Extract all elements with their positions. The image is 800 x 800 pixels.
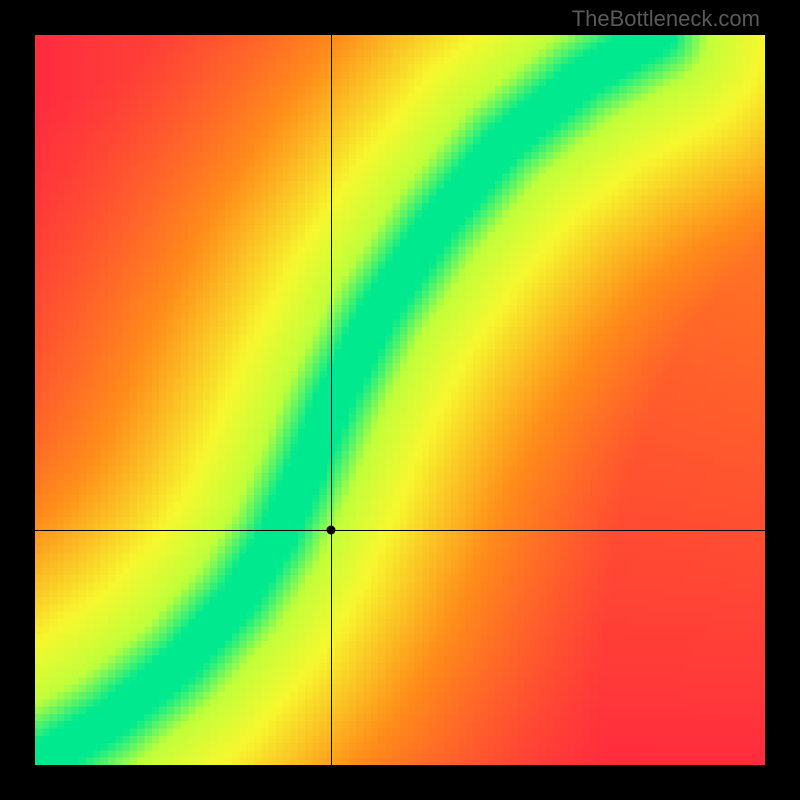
marker-dot [326,525,335,534]
plot-area [35,35,765,765]
heatmap-canvas [35,35,765,765]
crosshair-horizontal [35,530,765,531]
watermark-text: TheBottleneck.com [572,6,760,32]
crosshair-vertical [331,35,332,765]
